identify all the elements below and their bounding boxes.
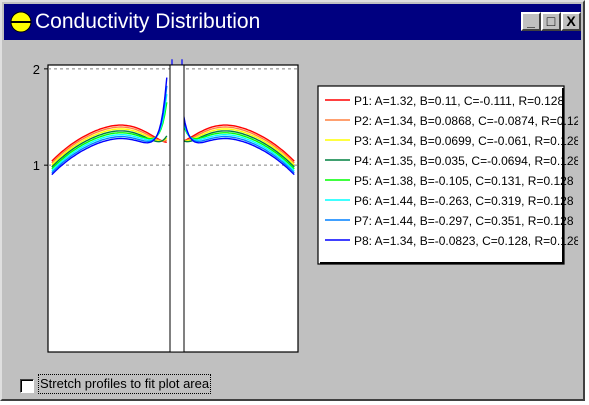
series-line xyxy=(51,77,168,176)
series-line xyxy=(51,85,168,174)
y-tick-label: 1 xyxy=(33,158,40,173)
close-icon: X xyxy=(566,13,576,29)
app-icon xyxy=(10,11,32,33)
series-line xyxy=(51,128,168,166)
legend-label: P7: A=1.44, B=-0.297, C=0.351, R=0.128 xyxy=(354,214,574,228)
series-line xyxy=(51,94,168,172)
center-electrode-gap xyxy=(169,64,185,353)
series-line xyxy=(51,102,168,170)
legend-label: P6: A=1.44, B=-0.263, C=0.319, R=0.128 xyxy=(354,194,574,208)
series-line xyxy=(178,128,295,166)
minimize-icon: _ xyxy=(527,13,535,29)
legend-label: P2: A=1.34, B=0.0868, C=-0.0874, R=0.128 xyxy=(354,114,578,128)
stretch-label[interactable]: Stretch profiles to fit plot area xyxy=(37,374,212,394)
series-line xyxy=(51,124,167,162)
legend-label: P5: A=1.38, B=-0.105, C=0.131, R=0.128 xyxy=(354,174,574,188)
series-line xyxy=(51,126,168,164)
title-bar[interactable]: Conductivity Distribution _ □ X xyxy=(4,4,581,40)
stretch-checkbox[interactable] xyxy=(20,379,34,393)
series-line xyxy=(178,85,295,174)
series-line xyxy=(179,126,295,164)
close-button[interactable]: X xyxy=(561,12,581,31)
legend-label: P4: A=1.35, B=0.035, C=-0.0694, R=0.128 xyxy=(354,154,578,168)
y-tick-label: 2 xyxy=(33,62,40,77)
minimize-button[interactable]: _ xyxy=(521,12,541,31)
window-title: Conductivity Distribution xyxy=(35,10,261,33)
maximize-button[interactable]: □ xyxy=(541,12,561,31)
series-line xyxy=(178,94,295,172)
conductivity-chart: 2 1 P1: A=1.32, B=0.11, C=-0.111, R=0.128… xyxy=(33,59,578,353)
maximize-icon: □ xyxy=(546,13,556,29)
series-line xyxy=(179,124,295,162)
legend: P1: A=1.32, B=0.11, C=-0.111, R=0.128 P2:… xyxy=(317,85,578,265)
legend-label: P3: A=1.34, B=0.0699, C=-0.061, R=0.128 xyxy=(354,134,578,148)
series-line xyxy=(178,102,295,170)
series-line xyxy=(178,77,295,176)
legend-label: P8: A=1.34, B=-0.0823, C=0.128, R=0.128 xyxy=(354,234,578,248)
legend-label: P1: A=1.32, B=0.11, C=-0.111, R=0.128 xyxy=(354,94,564,108)
